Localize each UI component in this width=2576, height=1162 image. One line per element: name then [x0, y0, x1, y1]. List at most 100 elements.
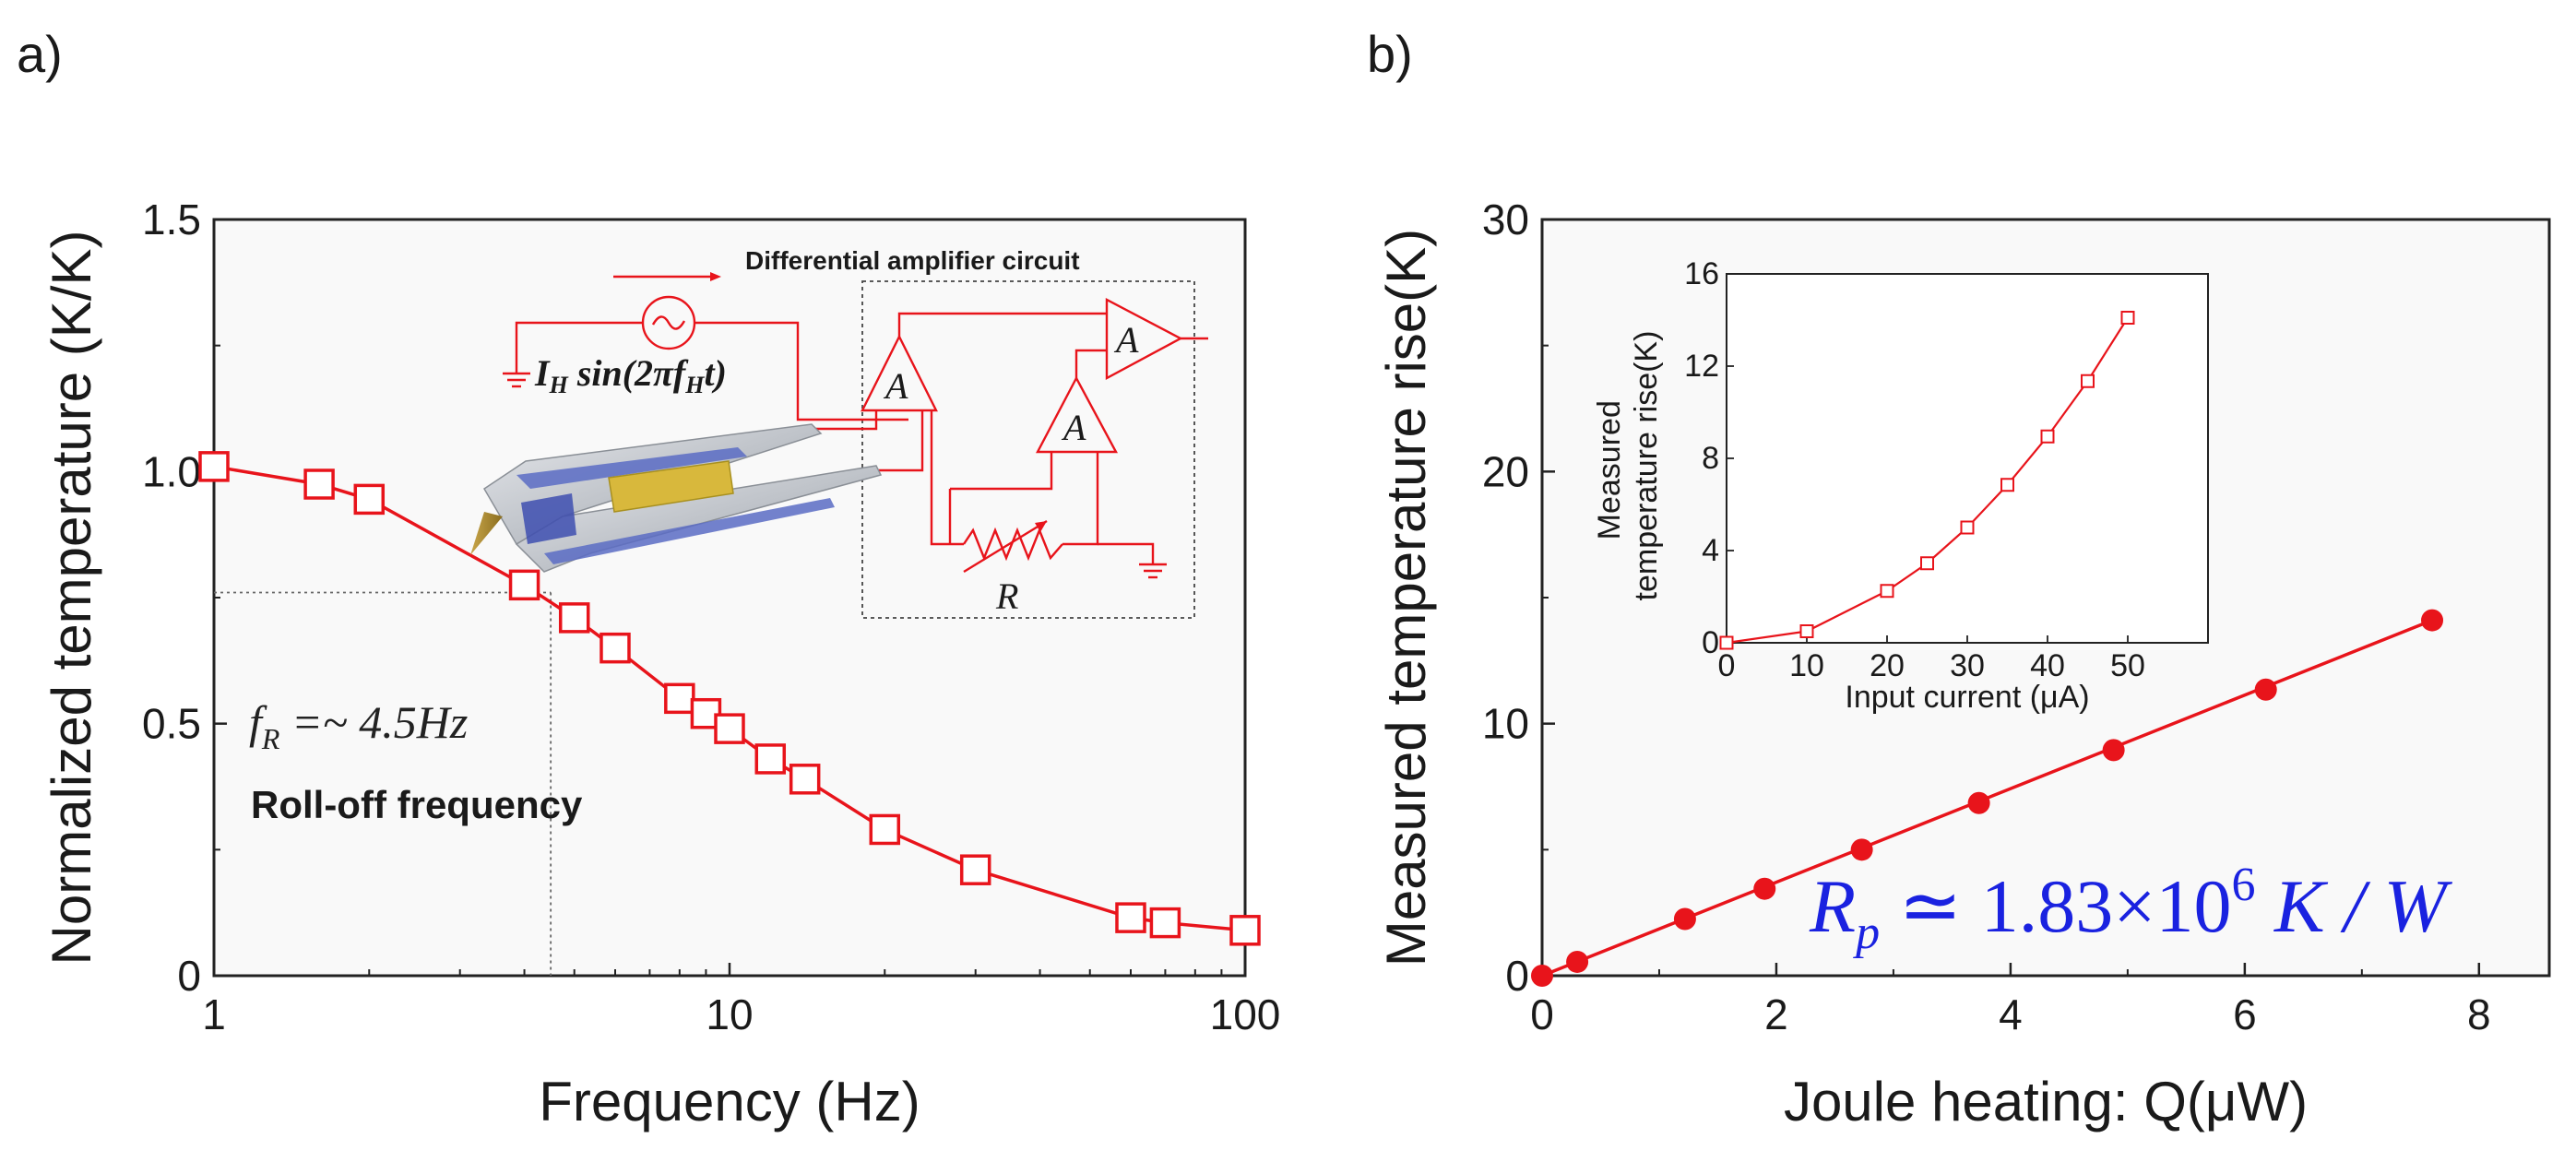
x-tick-label: 2 — [1764, 990, 1788, 1038]
data-point — [558, 602, 590, 634]
amplifier-right-icon — [1036, 375, 1119, 454]
y-tick-label: 1.0 — [142, 447, 201, 495]
amp-right-label: A — [1061, 407, 1086, 448]
inset-xlabel: Input current (μA) — [1845, 680, 2089, 715]
roll-off-formula: fR =~ 4.5Hz — [249, 696, 468, 755]
data-point — [2254, 678, 2277, 701]
wire-leg-top — [812, 410, 878, 431]
data-point — [1673, 907, 1696, 931]
wire-feedback — [950, 452, 1053, 491]
data-point — [1115, 902, 1146, 933]
data-point — [1229, 915, 1261, 946]
x-tick-label: 10 — [706, 990, 753, 1038]
x-tick-label: 8 — [2467, 990, 2491, 1038]
panel-a-label: a) — [17, 25, 63, 83]
data-point — [869, 813, 901, 846]
inset-y-tick-label: 16 — [1684, 256, 1719, 291]
amplifier-output-icon — [1105, 298, 1183, 381]
amp-left-label: A — [883, 365, 908, 407]
x-tick-label: 4 — [1999, 990, 2023, 1038]
data-point — [1753, 877, 1776, 900]
plot-b-xlabel: Joule heating: Q(μW) — [1784, 1071, 2308, 1132]
plot-b-axes: 0 2 4 6 8 0 10 20 30 — [1482, 196, 2491, 1038]
inset-x-tick-label: 0 — [1718, 648, 1736, 683]
data-point — [664, 682, 695, 715]
plot-a-ylabel: Normalized temperature (K/K) — [41, 231, 102, 966]
x-tick-label: 1 — [202, 990, 226, 1038]
wire-to-resistor — [930, 410, 964, 546]
wire-ground-right — [1098, 542, 1155, 564]
data-point — [198, 451, 230, 482]
plot-a-frame — [212, 218, 1247, 978]
inset-x-tick-label: 10 — [1789, 648, 1824, 683]
y-tick-label: 1.5 — [142, 196, 201, 243]
y-tick-label: 0.5 — [142, 700, 201, 748]
x-tick-label: 6 — [2233, 990, 2257, 1038]
data-point — [353, 483, 386, 516]
data-point — [1850, 838, 1873, 861]
data-point — [714, 713, 745, 744]
inset-ylabel: Measured temperature rise(K) — [1592, 331, 1664, 601]
inset-data-point — [2000, 478, 2014, 492]
data-point — [1967, 791, 1990, 814]
roll-off-label: Roll-off frequency — [251, 783, 583, 826]
data-point — [508, 569, 540, 601]
panel-b-label: b) — [1367, 25, 1413, 83]
y-tick-label: 30 — [1482, 196, 1529, 243]
inset-frame — [1726, 273, 2209, 644]
plot-b-series — [1531, 609, 2444, 987]
cantilever-probe-illustration — [470, 423, 883, 573]
inset-series — [1719, 311, 2135, 650]
variable-arrow — [963, 519, 1048, 574]
inset-y-tick-label: 12 — [1684, 349, 1719, 384]
inset-x-tick-label: 20 — [1870, 648, 1905, 683]
data-point — [1149, 907, 1181, 939]
data-point — [789, 764, 821, 795]
y-tick-label: 10 — [1482, 700, 1529, 748]
resistor-icon — [963, 527, 1063, 562]
inset-y-tick-label: 8 — [1702, 441, 1719, 476]
wire-leg-bottom — [876, 410, 924, 472]
thermal-resistance-formula: Rp ≃ 1.83×106 K / W — [1809, 859, 2453, 959]
amp-output-label: A — [1113, 319, 1139, 361]
wire-source-left — [515, 321, 643, 374]
inset-data-point — [2040, 429, 2055, 444]
wire-amp-right-out — [1074, 349, 1107, 378]
inset-y-tick-label: 4 — [1702, 533, 1719, 568]
circuit-inset: Differential amplifier circuit IH sin(2π… — [503, 246, 1208, 619]
inset-data-point — [1960, 520, 1975, 535]
wire-source-right — [694, 321, 908, 421]
resistor-label: R — [995, 575, 1018, 617]
plot-a-series — [198, 451, 1261, 946]
sine-wave-icon — [651, 315, 686, 330]
circuit-title: Differential amplifier circuit — [745, 246, 1080, 275]
x-tick-label: 100 — [1210, 990, 1281, 1038]
inset-y-tick-label: 0 — [1702, 625, 1719, 660]
data-point — [2102, 739, 2125, 762]
data-point — [1531, 965, 1553, 987]
current-arrowhead — [710, 272, 721, 281]
inset-x-tick-label: 40 — [2030, 648, 2065, 683]
data-point — [1566, 950, 1589, 973]
panel-a: a) 1 10 100 0 0.5 1.0 1.5 fR =~ 4.5Hz Roll-off… — [17, 25, 1280, 1132]
inset-data-point — [2120, 311, 2135, 325]
variable-arrowhead — [1035, 521, 1047, 532]
plot-a-xlabel: Frequency (Hz) — [539, 1071, 920, 1132]
inset-x-tick-label: 50 — [2110, 648, 2145, 683]
y-tick-label: 0 — [177, 952, 201, 1000]
inset-data-point — [1880, 584, 1894, 599]
data-point — [959, 854, 991, 885]
ground-right-icon — [1139, 563, 1167, 579]
inset-data-point — [1799, 624, 1814, 638]
data-point — [2421, 609, 2444, 632]
data-point — [303, 468, 335, 500]
data-point — [599, 632, 631, 664]
inset-data-point — [1920, 556, 1934, 571]
x-tick-label: 0 — [1530, 990, 1554, 1038]
y-tick-label: 20 — [1482, 447, 1529, 495]
data-point — [754, 743, 787, 775]
inset-x-tick-label: 30 — [1950, 648, 1985, 683]
inset-data-point — [1719, 635, 1734, 650]
source-label: IH sin(2πfHt) — [534, 352, 727, 398]
